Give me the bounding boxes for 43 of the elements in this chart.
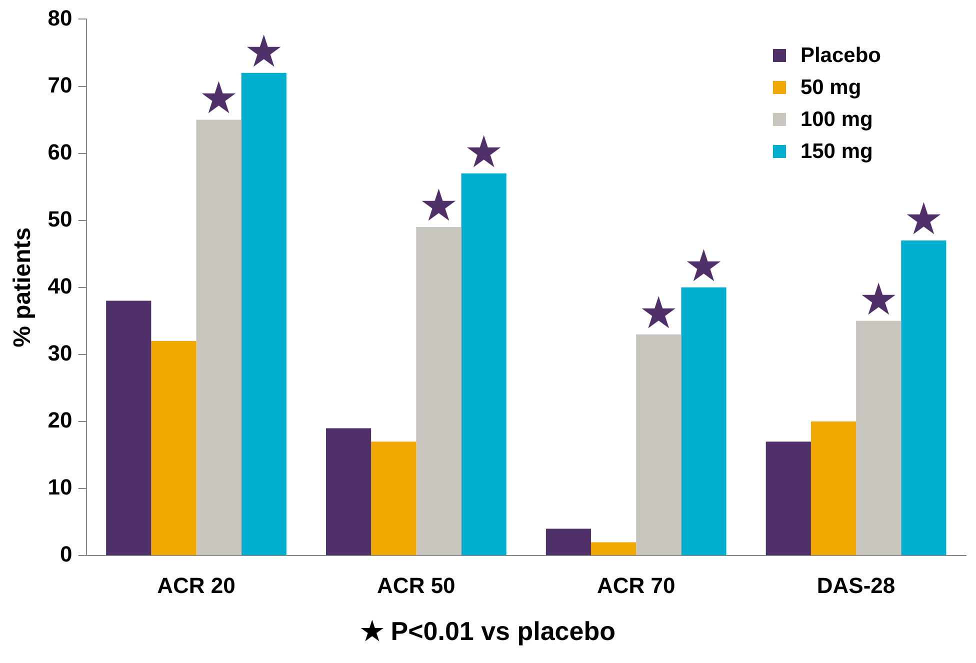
x-tick-label: DAS-28 (816, 572, 896, 598)
text: ★ P<0.01 vs placebo (360, 616, 616, 647)
y-tick-label: 60 (48, 139, 72, 164)
y-tick-label: 20 (48, 408, 72, 433)
y-axis-title: % patients (9, 227, 36, 348)
bar (856, 320, 902, 556)
y-tick-label: 50 (48, 206, 72, 232)
y-tick-label: 0 (60, 542, 72, 567)
legend-label: 150 mg (800, 140, 873, 163)
bar (371, 442, 416, 556)
y-tick-label: 30 (48, 340, 72, 366)
bar (681, 287, 726, 556)
x-tick-label: ACR 20 (157, 572, 236, 598)
data-label: ★ (684, 240, 724, 292)
bar (591, 542, 636, 556)
data-label: ★ (244, 26, 284, 78)
bar (106, 300, 152, 556)
bar (241, 72, 286, 556)
legend-label: 100 mg (800, 108, 873, 131)
data-label: ★ (464, 126, 504, 178)
legend-label: 50 mg (800, 76, 862, 99)
bar (326, 428, 372, 556)
data-label: ★ (638, 288, 678, 339)
bar (151, 341, 196, 556)
x-tick-label: ACR 50 (377, 572, 456, 598)
y-tick-label: 40 (48, 273, 72, 298)
bar (196, 120, 242, 556)
data-label: ★ (199, 73, 239, 124)
bar (546, 528, 592, 556)
bar (766, 442, 811, 556)
y-tick-label: 10 (48, 474, 72, 500)
y-tick-label: 80 (48, 5, 72, 30)
bar (461, 173, 506, 556)
y-tick-label: 70 (48, 72, 72, 98)
x-tick-label: ACR 70 (596, 572, 676, 598)
bar (636, 334, 682, 556)
bar (416, 227, 462, 556)
data-label: ★ (904, 194, 944, 245)
legend-label: Placebo (800, 44, 881, 67)
bar (901, 240, 946, 556)
data-label: ★ (858, 274, 898, 326)
bar (810, 422, 856, 556)
data-label: ★ (418, 180, 458, 232)
